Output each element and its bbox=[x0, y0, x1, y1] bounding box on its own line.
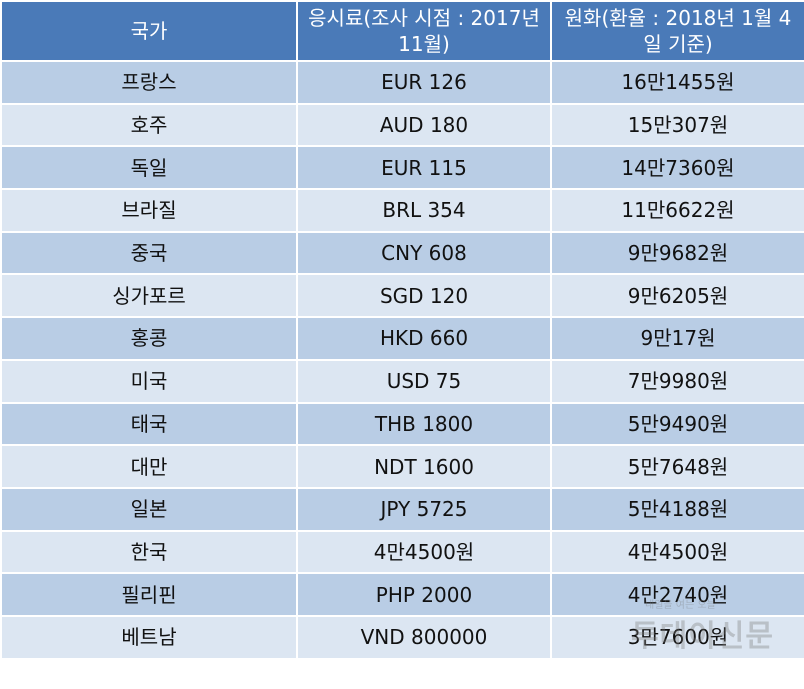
table-cell: PHP 2000 bbox=[296, 572, 552, 617]
table-cell: 프랑스 bbox=[0, 60, 298, 105]
table-cell: 5만7648원 bbox=[550, 444, 804, 489]
table-row: 중국 CNY 608 9만9682원 bbox=[0, 230, 804, 276]
table-cell: 독일 bbox=[0, 145, 298, 191]
table-cell: AUD 180 bbox=[296, 102, 552, 148]
table-cell: 태국 bbox=[0, 401, 298, 447]
table-cell: NDT 1600 bbox=[296, 444, 552, 489]
table-cell: 중국 bbox=[0, 230, 298, 276]
data-table: 국가 응시료(조사 시점 : 2017년 11월) 원화(환율 : 2018년 1월… bbox=[0, 0, 804, 660]
table-cell: 7만9980원 bbox=[550, 358, 804, 404]
table-cell: 4만4500원 bbox=[550, 529, 804, 575]
table-row: 호주 AUD 180 15만307원 bbox=[0, 102, 804, 148]
table-cell: EUR 115 bbox=[296, 145, 552, 191]
table-cell: 4만2740원 bbox=[550, 572, 804, 617]
table-row: 대만 NDT 1600 5만7648원 bbox=[0, 444, 804, 489]
header-cell: 국가 bbox=[0, 0, 298, 62]
table-cell: 브라질 bbox=[0, 188, 298, 233]
table-cell: 15만307원 bbox=[550, 102, 804, 148]
table-cell: THB 1800 bbox=[296, 401, 552, 447]
table-row: 독일 EUR 115 14만7360원 bbox=[0, 145, 804, 191]
table-cell: HKD 660 bbox=[296, 316, 552, 361]
table-row: 프랑스 EUR 126 16만1455원 bbox=[0, 60, 804, 105]
header-cell: 응시료(조사 시점 : 2017년 11월) bbox=[296, 0, 552, 62]
table-cell: BRL 354 bbox=[296, 188, 552, 233]
table-cell: 베트남 bbox=[0, 614, 298, 660]
table-cell: 일본 bbox=[0, 486, 298, 532]
table-cell: 5만4188원 bbox=[550, 486, 804, 532]
table-cell: 필리핀 bbox=[0, 572, 298, 617]
table-cell: 9만6205원 bbox=[550, 273, 804, 319]
table-cell: 미국 bbox=[0, 358, 298, 404]
table-row: 태국 THB 1800 5만9490원 bbox=[0, 401, 804, 447]
table-row: 미국 USD 75 7만9980원 bbox=[0, 358, 804, 404]
table-cell: JPY 5725 bbox=[296, 486, 552, 532]
table-cell: 홍콩 bbox=[0, 316, 298, 361]
header-row: 국가 응시료(조사 시점 : 2017년 11월) 원화(환율 : 2018년 1월… bbox=[0, 0, 804, 62]
table-cell: 3만7600원 bbox=[550, 614, 804, 660]
table-cell: 9만9682원 bbox=[550, 230, 804, 276]
table-cell: USD 75 bbox=[296, 358, 552, 404]
table-row: 브라질 BRL 354 11만6622원 bbox=[0, 188, 804, 233]
table-cell: 대만 bbox=[0, 444, 298, 489]
table-body: 프랑스 EUR 126 16만1455원 호주 AUD 180 15만307원 독일 EUR … bbox=[0, 60, 804, 660]
table-cell: EUR 126 bbox=[296, 60, 552, 105]
table-cell: 11만6622원 bbox=[550, 188, 804, 233]
table-cell: 14만7360원 bbox=[550, 145, 804, 191]
table-cell: 한국 bbox=[0, 529, 298, 575]
table-cell: SGD 120 bbox=[296, 273, 552, 319]
table-row: 한국 4만4500원 4만4500원 bbox=[0, 529, 804, 575]
table-row: 베트남 VND 800000 3만7600원 bbox=[0, 614, 804, 660]
table-cell: 5만9490원 bbox=[550, 401, 804, 447]
table-row: 홍콩 HKD 660 9만17원 bbox=[0, 316, 804, 361]
table-cell: 싱가포르 bbox=[0, 273, 298, 319]
table-cell: CNY 608 bbox=[296, 230, 552, 276]
table-cell: 호주 bbox=[0, 102, 298, 148]
table-row: 일본 JPY 5725 5만4188원 bbox=[0, 486, 804, 532]
table-cell: VND 800000 bbox=[296, 614, 552, 660]
header-cell: 원화(환율 : 2018년 1월 4일 기준) bbox=[550, 0, 804, 62]
table-row: 필리핀 PHP 2000 4만2740원 bbox=[0, 572, 804, 617]
table-cell: 4만4500원 bbox=[296, 529, 552, 575]
table-cell: 16만1455원 bbox=[550, 60, 804, 105]
table-row: 싱가포르 SGD 120 9만6205원 bbox=[0, 273, 804, 319]
table-cell: 9만17원 bbox=[550, 316, 804, 361]
